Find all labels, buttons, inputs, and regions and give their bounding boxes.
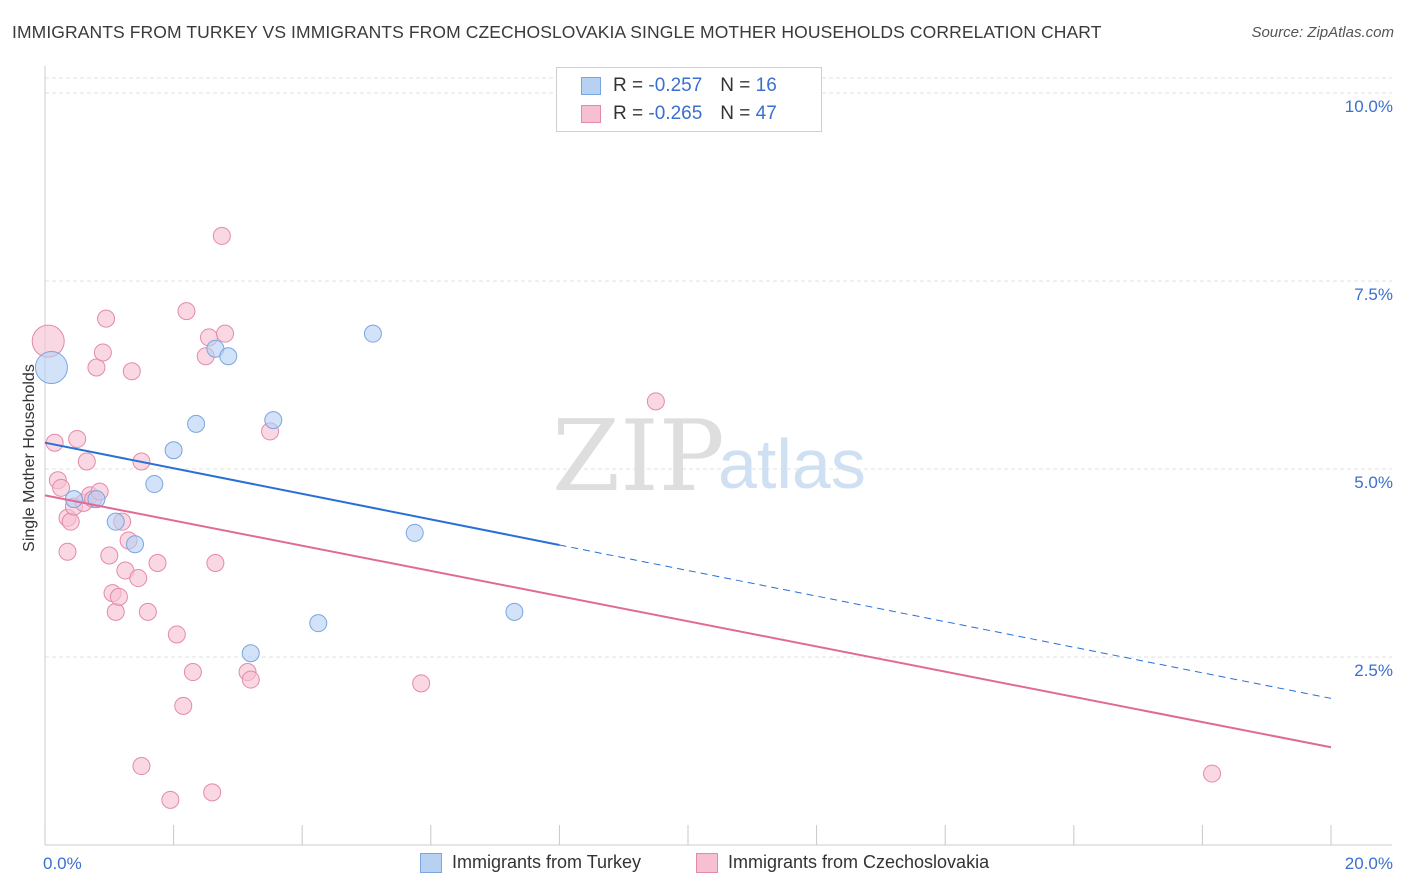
y-tick-label: 7.5% [1354,285,1393,304]
series-legend-label-turkey: Immigrants from Turkey [452,852,642,872]
chart-title: IMMIGRANTS FROM TURKEY VS IMMIGRANTS FRO… [12,22,1102,42]
czech-point [1203,764,1222,783]
czech-point [68,429,87,448]
turkey-point [309,614,328,633]
series-legend-swatch-turkey [420,852,442,873]
legend-row-czech: R = -0.265 N = 47 [581,101,777,127]
czech-point [87,358,106,377]
czech-point [177,302,196,321]
watermark-atlas: atlas [718,425,866,503]
czech-point [93,343,112,362]
trend-line-turkey-extension [559,544,1332,699]
turkey-point [87,490,106,509]
tick-labels: 2.5% 5.0% 7.5% 10.0% 0.0% 20.0% [43,97,1393,873]
czech-point [122,362,141,381]
turkey-point [219,347,238,366]
czech-point [100,546,119,565]
series-turkey-points [34,324,524,663]
turkey-point [505,602,524,621]
czech-point [132,757,151,776]
legend-n-label: N = [720,103,751,124]
czech-point [148,554,167,573]
czech-point [241,670,260,689]
turkey-point [187,414,206,433]
czech-point [52,478,71,497]
legend-r-czech: -0.265 [648,103,703,124]
turkey-point [264,411,283,430]
x-tick-label: 0.0% [43,854,82,873]
y-axis-label: Single Mother Households [21,364,38,552]
czech-point [61,512,80,531]
czech-point [167,625,186,644]
y-tick-label: 2.5% [1354,661,1393,680]
turkey-point [405,523,424,542]
y-tick-label: 5.0% [1354,473,1393,492]
trend-line-czech [44,494,1332,749]
y-tick-label: 10.0% [1345,97,1393,116]
czech-point [646,392,665,411]
series-legend-czech: Immigrants from Czechoslovakia [696,852,989,873]
grid-lines [45,77,1392,658]
series-legend-label-czech: Immigrants from Czechoslovakia [728,852,990,872]
czech-point [129,569,148,588]
source-label: Source: ZipAtlas.com [1251,24,1394,41]
legend-swatch-czech [581,105,601,123]
series-legend-swatch-czech [696,852,718,873]
czech-point [212,226,231,245]
czech-point [412,674,431,693]
legend-n-czech: 47 [755,103,777,124]
czech-point [138,602,157,621]
legend-r-turkey: -0.257 [648,75,703,96]
czech-point [161,790,180,809]
trend-lines [44,441,1332,749]
turkey-point [241,644,260,663]
czech-point [77,452,96,471]
czech-point [109,587,128,606]
czech-point [174,696,193,715]
turkey-point [34,351,68,385]
turkey-point [106,512,125,531]
legend-swatch-turkey [581,77,601,95]
legend-r-label: R = [613,75,644,96]
czech-point [206,554,225,573]
axes [44,66,1392,846]
czech-point [106,602,125,621]
turkey-point [126,535,145,554]
legend-row-turkey: R = -0.257 N = 16 [581,73,777,99]
turkey-point [363,324,382,343]
watermark: ZIP atlas [552,400,866,514]
legend-n-turkey: 16 [755,75,777,96]
x-tick-label: 20.0% [1345,854,1393,873]
series-czech-points [31,226,1222,809]
czech-point [97,309,116,328]
czech-point [58,542,77,561]
czech-point [203,783,222,802]
legend-n-label: N = [720,75,751,96]
watermark-zip: ZIP [552,400,725,514]
czech-point [216,324,235,343]
correlation-legend: R = -0.257 N = 16 R = -0.265 N = 47 [556,67,822,132]
turkey-point [145,475,164,494]
czech-point [183,663,202,682]
series-legend-turkey: Immigrants from Turkey [420,852,641,873]
trend-line-turkey [44,441,560,546]
legend-r-label: R = [613,103,644,124]
turkey-point [164,441,183,460]
